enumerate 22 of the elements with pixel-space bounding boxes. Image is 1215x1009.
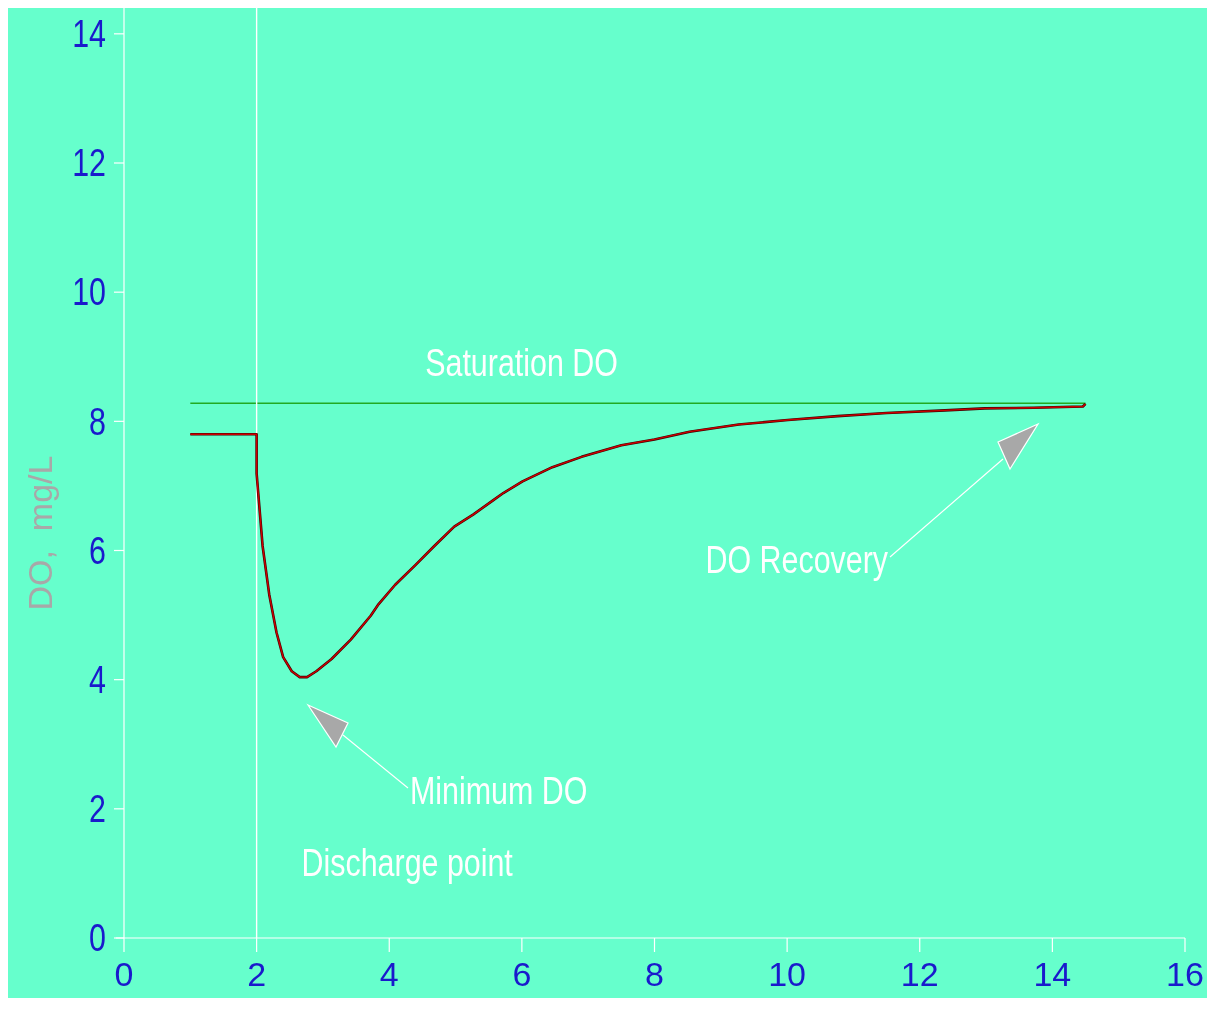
x-tick-label: 16 <box>1166 955 1204 993</box>
y-tick-label: 4 <box>89 658 106 701</box>
x-tick-label: 6 <box>512 955 532 993</box>
y-tick-label: 12 <box>72 142 106 185</box>
x-tick-label: 0 <box>114 955 134 993</box>
y-tick-label: 8 <box>89 400 106 443</box>
y-tick-label: 2 <box>89 787 106 830</box>
x-tick-label: 8 <box>645 955 664 993</box>
ref-line-label: Saturation DO <box>425 342 618 384</box>
annotation: DO Recovery <box>705 538 889 581</box>
x-tick-label: 12 <box>900 955 939 993</box>
y-tick-label: 14 <box>72 12 106 55</box>
x-tick-label: 4 <box>379 955 399 993</box>
y-tick-label: 10 <box>72 271 106 314</box>
y-tick-label: 6 <box>89 529 106 572</box>
x-tick-label: 2 <box>247 955 267 993</box>
x-tick-label: 14 <box>1033 955 1072 993</box>
annotation: Minimum DO <box>410 769 588 812</box>
y-axis-title: DO, mg/L <box>21 455 59 611</box>
x-tick-label: 10 <box>768 955 807 993</box>
ref-line-label: Discharge point <box>301 841 514 884</box>
y-tick-label: 0 <box>89 917 106 960</box>
